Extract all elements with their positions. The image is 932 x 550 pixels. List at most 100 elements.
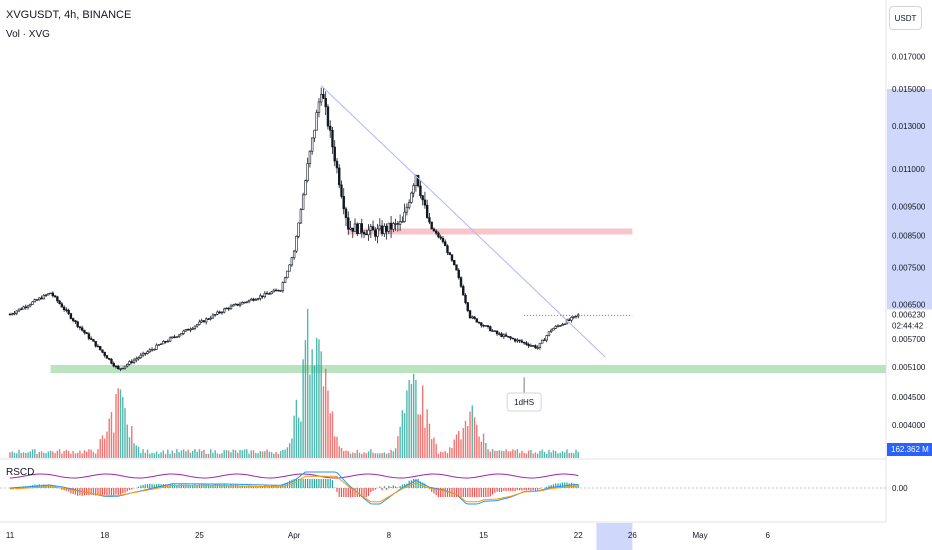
volume-bar [548, 449, 550, 458]
candle [414, 175, 418, 186]
price-tick-label: 0.004000 [892, 421, 926, 430]
volume-bar [85, 451, 88, 458]
candle [439, 236, 442, 239]
candle [290, 257, 294, 266]
candle [570, 317, 573, 321]
volume-bar [334, 436, 336, 458]
volume-bar [381, 453, 383, 458]
rscd-histogram-bar [462, 488, 464, 497]
candle [464, 294, 467, 303]
volume-bar [257, 453, 259, 458]
candle [310, 137, 314, 152]
rscd-histogram-bar [510, 488, 512, 491]
volume-bar [52, 451, 54, 458]
volume-bar [65, 449, 68, 458]
volume-bar [392, 451, 395, 458]
candle [164, 341, 167, 343]
candle [423, 199, 427, 206]
candle [396, 223, 400, 225]
volume-bar [228, 450, 230, 458]
candle [347, 217, 350, 230]
rscd-histogram-bar [573, 483, 575, 488]
candle [114, 365, 118, 368]
rscd-histogram-bar [207, 484, 210, 488]
volume-bar [399, 426, 401, 458]
candle [358, 223, 361, 234]
rscd-histogram-bar [507, 488, 509, 491]
candle [326, 106, 330, 127]
rscd-indicator-label[interactable]: RSCD [6, 467, 35, 478]
candle [42, 294, 46, 300]
candle [99, 346, 102, 351]
volume-bar [372, 452, 374, 458]
rscd-histogram-bar [523, 488, 525, 491]
volume-bar [128, 437, 131, 458]
volume-bar [88, 449, 90, 458]
candle [432, 228, 436, 232]
currency-button[interactable]: USDT [889, 6, 922, 30]
rscd-histogram-bar [338, 488, 340, 497]
volume-bar [164, 453, 167, 458]
candle [317, 101, 321, 113]
volume-bar [221, 453, 223, 458]
rscd-histogram-bar [298, 479, 300, 488]
rscd-histogram-bar [370, 488, 372, 493]
volume-bar [250, 450, 252, 458]
candle [437, 232, 440, 238]
rscd-histogram-bar [331, 480, 334, 488]
rscd-histogram-bar [151, 484, 153, 488]
rscd-slow-line [9, 475, 579, 503]
rscd-histogram-bar [433, 488, 435, 494]
rscd-zero-label: 0.00 [892, 484, 908, 493]
volume-bar [512, 449, 514, 458]
last-price-tag [887, 309, 932, 334]
candle [281, 282, 285, 291]
candle [279, 290, 282, 292]
rscd-histogram-bar [300, 479, 302, 488]
rscd-histogram-bar [534, 488, 537, 491]
rscd-histogram-bar [106, 488, 108, 496]
candle [572, 316, 575, 318]
volume-bar [410, 383, 413, 458]
volume-bar [433, 437, 435, 458]
candle [130, 361, 133, 363]
rscd-histogram-bar [352, 488, 354, 497]
volume-bar [83, 450, 86, 458]
volume-bar [135, 445, 137, 458]
volume-bar [230, 452, 232, 458]
candle [356, 223, 359, 234]
candle [329, 125, 332, 131]
volume-bar [379, 453, 381, 458]
volume-bar [343, 451, 345, 458]
rscd-histogram-bar [309, 479, 311, 488]
volume-indicator-label[interactable]: Vol · XVG [6, 29, 50, 40]
volume-bar [234, 450, 237, 458]
volume-bar [514, 450, 516, 458]
volume-bar [38, 451, 41, 458]
rscd-histogram-bar [189, 485, 191, 488]
candle [51, 292, 55, 297]
candle [49, 292, 52, 295]
volume-bar [322, 386, 325, 458]
candle [520, 340, 524, 343]
price-axis-highlight [887, 89, 932, 317]
volume-bar [566, 449, 568, 458]
candle [450, 254, 454, 261]
candle [69, 313, 73, 319]
candle [559, 325, 562, 327]
time-tick-label: 26 [628, 531, 637, 540]
volume-bar [45, 453, 47, 458]
volume-bar [104, 438, 106, 458]
candle [216, 311, 219, 315]
symbol-title[interactable]: XVGUSDT, 4h, BINANCE [6, 9, 132, 21]
rscd-histogram-bar [390, 486, 392, 488]
candle [308, 150, 312, 164]
candle [252, 298, 255, 301]
candle [166, 340, 170, 343]
volume-bar [426, 409, 428, 458]
volume-bar [401, 410, 404, 458]
volume-bar [352, 452, 354, 458]
volume-bar [43, 452, 45, 458]
rscd-histogram-bar [476, 488, 478, 497]
